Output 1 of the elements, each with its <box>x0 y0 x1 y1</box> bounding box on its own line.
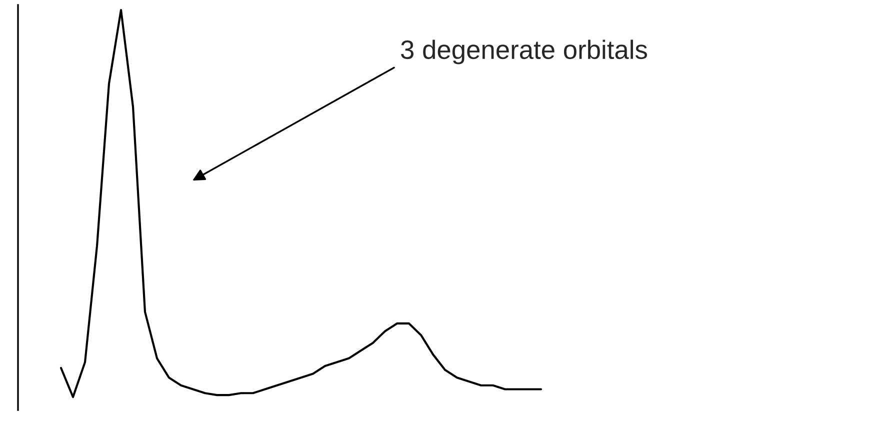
annotation: 3 degenerate orbitals <box>401 40 647 64</box>
